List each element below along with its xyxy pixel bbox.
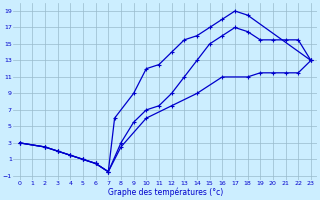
X-axis label: Graphe des températures (°c): Graphe des températures (°c) <box>108 188 223 197</box>
